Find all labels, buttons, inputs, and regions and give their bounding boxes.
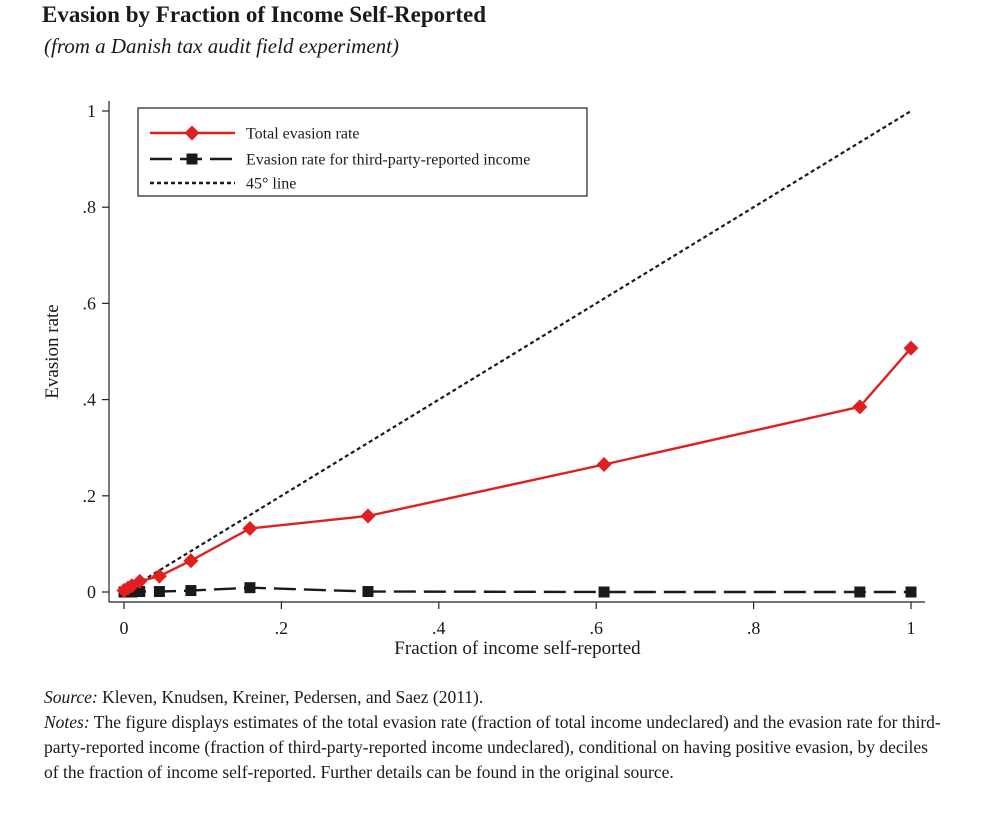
y-axis-label: Evasion rate: [42, 304, 63, 398]
series-line-0: [123, 347, 912, 592]
y-tick-label: .6: [83, 293, 97, 313]
legend-label: Evasion rate for third-party-reported in…: [246, 152, 530, 169]
total-evasion-point: [183, 553, 199, 569]
notes-text: The figure displays estimates of the tot…: [44, 712, 941, 782]
line-chart: 0 .2 .4 .6 .8 1 0 .2 .4 .6 .8 1 Fraction of income s…: [42, 101, 925, 659]
third-party-evasion-point: [598, 586, 610, 598]
notes-label: Notes:: [44, 712, 90, 732]
y-tick-label: .4: [83, 390, 97, 410]
y-tick-label: 0: [87, 582, 96, 602]
figure-footer: Source: Kleven, Knudsen, Kreiner, Peders…: [44, 685, 944, 785]
x-tick-label: .2: [275, 618, 289, 638]
x-tick-label: .8: [747, 618, 761, 638]
legend-marker-square: [186, 153, 198, 165]
third-party-evasion-point: [905, 586, 917, 598]
source-text: Kleven, Knudsen, Kreiner, Pedersen, and …: [97, 687, 484, 707]
x-tick-label: 0: [120, 618, 129, 638]
total-evasion-point: [360, 508, 376, 524]
legend-box: [137, 107, 588, 197]
total-evasion-point: [151, 568, 167, 584]
total-evasion-point: [903, 340, 919, 356]
x-axis-label: Fraction of income self-reported: [394, 638, 641, 659]
third-party-evasion-point: [185, 585, 197, 597]
series-line-1: [124, 586, 911, 594]
legend-marker-diamond: [184, 125, 200, 141]
y-tick-label: .2: [83, 486, 97, 506]
total-evasion-point: [852, 399, 868, 415]
third-party-evasion-point: [244, 582, 256, 594]
y-tick-label: 1: [87, 101, 96, 121]
x-tick-label: 1: [907, 618, 916, 638]
x-tick-label: .4: [432, 618, 446, 638]
x-tick-label: .6: [589, 618, 603, 638]
notes: Notes: The figure displays estimates of …: [44, 710, 944, 785]
total-evasion-point: [132, 573, 148, 589]
source-label: Source:: [44, 687, 98, 707]
third-party-evasion-point: [134, 586, 146, 598]
total-evasion-point: [596, 457, 612, 473]
chart-title: Evasion by Fraction of Income Self-Repor…: [42, 2, 486, 27]
total-evasion-point: [242, 521, 258, 537]
chart-subtitle: (from a Danish tax audit field experimen…: [44, 34, 399, 58]
source-note: Source: Kleven, Knudsen, Kreiner, Peders…: [44, 685, 944, 710]
third-party-evasion-point: [854, 586, 866, 598]
third-party-evasion-point: [362, 586, 374, 598]
y-tick-label: .8: [83, 197, 97, 217]
legend-label: 45° line: [246, 176, 296, 193]
legend-label: Total evasion rate: [246, 126, 360, 143]
third-party-evasion-point: [153, 586, 165, 598]
